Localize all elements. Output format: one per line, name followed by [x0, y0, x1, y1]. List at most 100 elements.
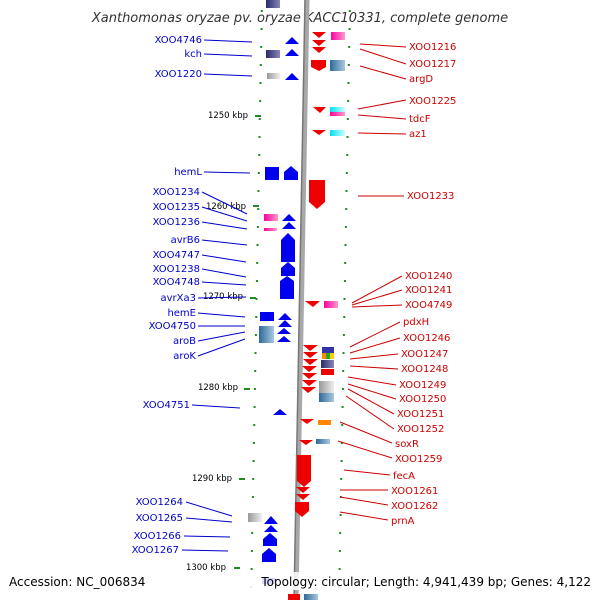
- gene-label[interactable]: XOO1259: [395, 454, 442, 465]
- gene-block[interactable]: [259, 326, 274, 343]
- gene-arrow[interactable]: [277, 328, 291, 334]
- gene-arrow[interactable]: [311, 60, 326, 71]
- gene-block[interactable]: [288, 594, 300, 600]
- gene-block[interactable]: [318, 420, 331, 425]
- gene-label[interactable]: XOO4746: [155, 35, 202, 46]
- gene-arrow[interactable]: [312, 130, 326, 135]
- gene-block[interactable]: [316, 439, 330, 444]
- gene-label[interactable]: XOO1248: [401, 364, 448, 375]
- gene-arrow[interactable]: [282, 222, 296, 229]
- gene-label[interactable]: XOO1250: [399, 394, 446, 405]
- gene-arrow[interactable]: [300, 419, 314, 424]
- gene-block[interactable]: [330, 112, 345, 116]
- gene-label[interactable]: XOO1241: [405, 285, 452, 296]
- gene-label[interactable]: XOO1261: [391, 486, 438, 497]
- gene-arrow[interactable]: [277, 336, 291, 342]
- gene-label[interactable]: fecA: [393, 471, 415, 482]
- gene-label[interactable]: argD: [409, 74, 433, 85]
- gene-block[interactable]: [321, 369, 334, 375]
- gene-arrow[interactable]: [302, 366, 317, 372]
- gene-block[interactable]: [330, 60, 345, 71]
- gene-arrow[interactable]: [301, 387, 316, 393]
- gene-arrow[interactable]: [264, 516, 278, 524]
- gene-label[interactable]: XOO1264: [136, 497, 183, 508]
- gene-label[interactable]: XOO1216: [409, 42, 456, 53]
- gene-arrow[interactable]: [285, 73, 299, 80]
- gene-arrow[interactable]: [312, 47, 326, 53]
- gene-label[interactable]: XOO4751: [143, 400, 190, 411]
- gene-label[interactable]: XOO1217: [409, 59, 456, 70]
- gene-block[interactable]: [265, 167, 279, 180]
- gene-label[interactable]: hemE: [167, 308, 196, 319]
- gene-label[interactable]: XOO1267: [132, 545, 179, 556]
- gene-arrow[interactable]: [296, 494, 310, 500]
- gene-arrow[interactable]: [303, 345, 318, 351]
- gene-block[interactable]: [324, 301, 338, 308]
- gene-label[interactable]: XOO4747: [153, 250, 200, 261]
- gene-block[interactable]: [330, 130, 345, 136]
- gene-label[interactable]: aroB: [173, 336, 196, 347]
- gene-arrow[interactable]: [273, 409, 287, 415]
- gene-arrow[interactable]: [285, 49, 299, 56]
- gene-block[interactable]: [266, 50, 280, 58]
- gene-label[interactable]: az1: [409, 129, 427, 140]
- gene-label[interactable]: XOO1234: [153, 187, 200, 198]
- gene-arrow[interactable]: [278, 320, 292, 327]
- gene-arrow[interactable]: [280, 276, 294, 299]
- gene-arrow[interactable]: [281, 262, 295, 276]
- gene-block[interactable]: [330, 353, 334, 359]
- gene-arrow[interactable]: [305, 301, 320, 307]
- gene-label[interactable]: XOO1246: [403, 333, 450, 344]
- gene-arrow[interactable]: [262, 548, 276, 562]
- gene-label[interactable]: hemL: [174, 167, 202, 178]
- gene-label[interactable]: XOO1238: [153, 264, 200, 275]
- gene-label[interactable]: XOO1220: [155, 69, 202, 80]
- gene-block[interactable]: [260, 312, 274, 321]
- gene-label[interactable]: XOO4750: [149, 321, 196, 332]
- gene-block[interactable]: [326, 353, 330, 359]
- gene-label[interactable]: pdxH: [403, 317, 429, 328]
- gene-label[interactable]: XOO4748: [153, 277, 200, 288]
- gene-block[interactable]: [319, 381, 334, 393]
- gene-label[interactable]: tdcF: [409, 114, 431, 125]
- gene-label[interactable]: XOO1233: [407, 191, 454, 202]
- gene-arrow[interactable]: [296, 487, 310, 493]
- gene-arrow[interactable]: [312, 40, 326, 46]
- gene-block[interactable]: [322, 353, 326, 359]
- gene-label[interactable]: XOO1225: [409, 96, 456, 107]
- gene-block[interactable]: [267, 73, 280, 79]
- gene-label[interactable]: XOO1236: [153, 217, 200, 228]
- gene-label[interactable]: XOO4749: [405, 300, 452, 311]
- gene-label[interactable]: XOO1262: [391, 501, 438, 512]
- gene-label[interactable]: XOO1235: [153, 202, 200, 213]
- gene-block[interactable]: [248, 513, 262, 522]
- gene-arrow[interactable]: [278, 313, 292, 320]
- gene-label[interactable]: XOO1265: [136, 513, 183, 524]
- gene-arrow[interactable]: [313, 107, 326, 113]
- gene-block[interactable]: [322, 347, 334, 353]
- gene-block[interactable]: [319, 393, 334, 402]
- gene-label[interactable]: kch: [184, 49, 202, 60]
- gene-arrow[interactable]: [299, 440, 313, 445]
- gene-arrow[interactable]: [281, 233, 295, 262]
- gene-block[interactable]: [266, 0, 280, 8]
- gene-arrow[interactable]: [263, 533, 277, 546]
- gene-block[interactable]: [330, 107, 345, 112]
- gene-block[interactable]: [321, 360, 334, 368]
- gene-arrow[interactable]: [295, 502, 309, 517]
- gene-arrow[interactable]: [309, 180, 325, 209]
- gene-arrow[interactable]: [303, 352, 318, 358]
- gene-label[interactable]: XOO1240: [405, 271, 452, 282]
- gene-label[interactable]: XOO1252: [397, 424, 444, 435]
- gene-label[interactable]: avrB6: [171, 235, 200, 246]
- gene-label[interactable]: aroK: [173, 351, 196, 362]
- gene-arrow[interactable]: [284, 166, 298, 180]
- gene-label[interactable]: XOO1249: [399, 380, 446, 391]
- gene-label[interactable]: XOO1266: [134, 531, 181, 542]
- gene-block[interactable]: [331, 32, 345, 40]
- gene-label[interactable]: avrXa3: [161, 293, 197, 304]
- gene-label[interactable]: XOO1251: [397, 409, 444, 420]
- gene-label[interactable]: prnA: [391, 516, 415, 527]
- gene-arrow[interactable]: [312, 32, 326, 38]
- gene-arrow[interactable]: [282, 214, 296, 221]
